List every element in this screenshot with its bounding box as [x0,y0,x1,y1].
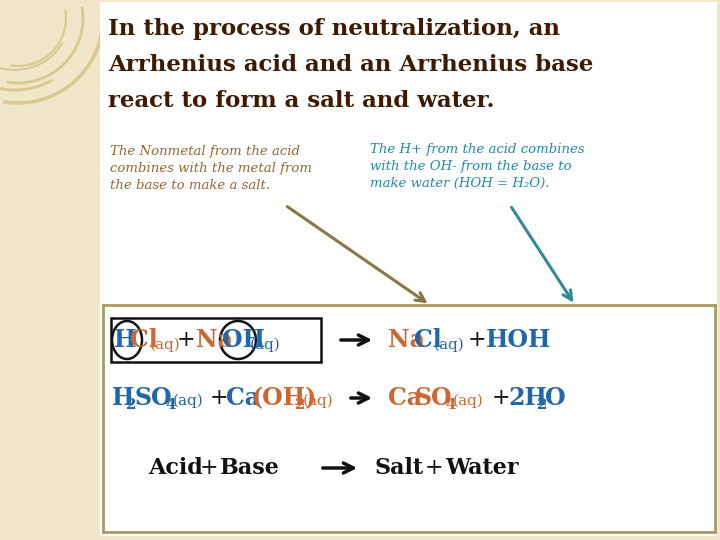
Text: 2H: 2H [508,386,547,410]
Text: In the process of neutralization, an: In the process of neutralization, an [108,18,560,40]
Text: the base to make a salt.: the base to make a salt. [110,179,270,192]
Text: Na: Na [388,328,425,352]
Text: combines with the metal from: combines with the metal from [110,162,312,175]
Text: Ca: Ca [388,386,422,410]
Text: SO: SO [134,386,171,410]
Text: (aq): (aq) [173,394,204,408]
Text: +: + [177,329,196,351]
Text: Salt: Salt [375,457,424,479]
Text: (aq): (aq) [250,338,281,352]
Text: SO: SO [414,386,451,410]
Text: The H+ from the acid combines: The H+ from the acid combines [370,143,585,156]
Text: +: + [425,457,444,479]
Text: (aq): (aq) [453,394,484,408]
Text: with the OH- from the base to: with the OH- from the base to [370,160,572,173]
Text: 2: 2 [537,398,547,412]
Text: +: + [200,457,219,479]
Text: The Nonmetal from the acid: The Nonmetal from the acid [110,145,300,158]
Text: react to form a salt and water.: react to form a salt and water. [108,90,495,112]
Text: make water (HOH = H₂O).: make water (HOH = H₂O). [370,177,549,190]
Text: Water: Water [445,457,518,479]
Text: +: + [468,329,487,351]
Text: Ca: Ca [226,386,260,410]
Text: H: H [114,328,136,352]
Text: Cl: Cl [130,328,158,352]
Text: H: H [112,386,135,410]
Text: Base: Base [220,457,280,479]
Text: 4: 4 [165,398,176,412]
Text: OH: OH [222,328,265,352]
Text: HOH: HOH [486,328,552,352]
Text: (OH): (OH) [252,386,318,410]
Text: (aq): (aq) [434,338,464,352]
Text: O: O [545,386,566,410]
Text: Na: Na [196,328,233,352]
Text: Acid: Acid [148,457,203,479]
Text: Arrhenius acid and an Arrhenius base: Arrhenius acid and an Arrhenius base [108,54,593,76]
Text: 2: 2 [126,398,137,412]
Bar [100,2,717,536]
Text: +: + [492,387,510,409]
Text: (aq): (aq) [303,394,334,408]
FancyBboxPatch shape [111,318,321,362]
Text: 2: 2 [295,398,305,412]
Text: (aq): (aq) [150,338,181,352]
Text: 4: 4 [445,398,456,412]
Text: Cl: Cl [414,328,442,352]
Text: +: + [210,387,229,409]
